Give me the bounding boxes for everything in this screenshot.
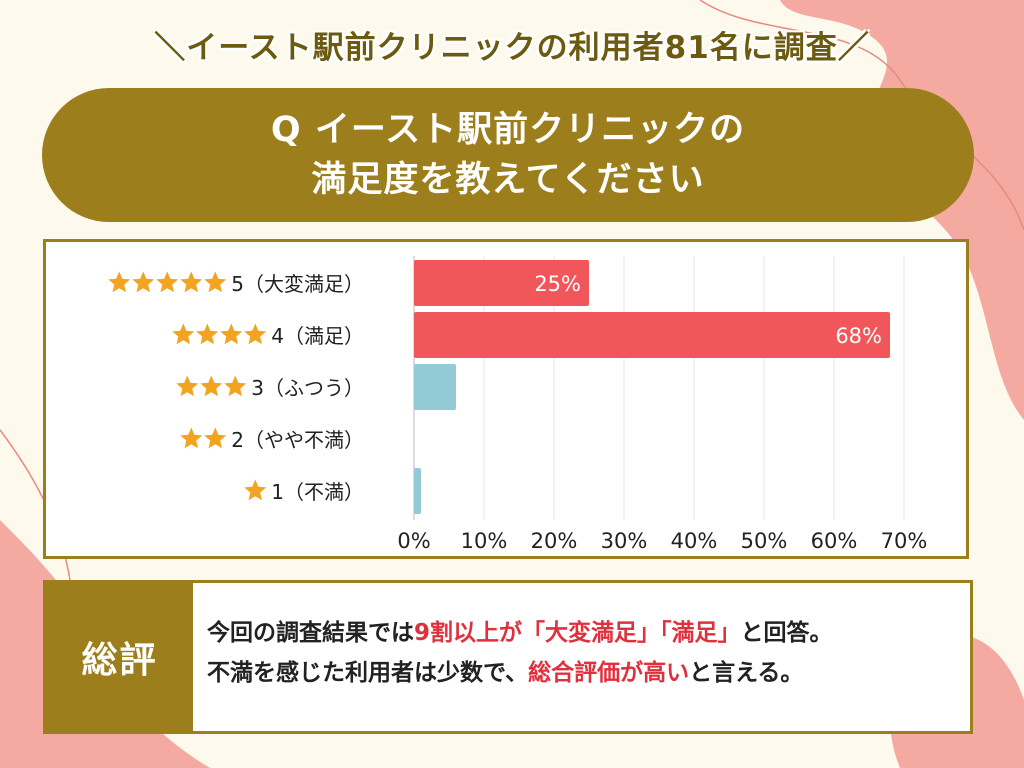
category-label: 2（やや不満） <box>231 428 364 452</box>
x-tick-label: 60% <box>811 529 858 553</box>
star-icon <box>108 271 131 293</box>
bar-data-label: 25% <box>534 272 581 296</box>
summary-line-1-segment-1: 今回の調査結果では <box>207 620 414 646</box>
x-tick-label: 10% <box>461 529 508 553</box>
summary-line-2-segment-2: 総合評価が高い <box>528 660 690 686</box>
category-label: 4（満足） <box>271 324 364 348</box>
star-icon <box>220 323 243 345</box>
survey-headline: ＼イースト駅前クリニックの利用者81名に調査／ <box>154 30 870 66</box>
star-icon <box>180 271 203 293</box>
star-icon <box>132 271 155 293</box>
star-icon <box>176 375 199 397</box>
summary-label: 総評 <box>46 583 193 731</box>
x-tick-label: 70% <box>881 529 928 553</box>
bar-chart: 0% 10% 20% 30% 40% 50% 60% 70% 25% 5（大変満足） 68% 4（満足… <box>43 239 969 559</box>
category-label: 3（ふつう） <box>251 376 364 400</box>
question-line-2: 満足度を教えてください <box>311 160 705 200</box>
star-icon <box>244 323 267 345</box>
star-icon <box>156 271 179 293</box>
bar <box>414 260 589 306</box>
x-tick-label: 50% <box>741 529 788 553</box>
question-banner: Q イースト駅前クリニックの 満足度を教えてください <box>42 88 974 222</box>
x-tick-label: 30% <box>601 529 648 553</box>
star-icon <box>204 427 227 449</box>
star-icon <box>196 323 219 345</box>
summary-text: 今回の調査結果では9割以上が「大変満足」「満足」と回答。 不満を感じた利用者は少… <box>193 583 970 731</box>
x-tick-label: 40% <box>671 529 718 553</box>
category-label: 1（不満） <box>271 480 364 504</box>
bar <box>414 364 456 410</box>
star-icon <box>244 479 267 501</box>
star-icon <box>172 323 195 345</box>
star-icon <box>224 375 247 397</box>
question-line-1: Q イースト駅前クリニックの <box>270 110 746 150</box>
x-tick-label: 20% <box>531 529 578 553</box>
summary-line-1-segment-2: 9割以上が「大変満足」「満足」 <box>414 620 741 646</box>
star-icon <box>204 271 227 293</box>
x-tick-label: 0% <box>397 529 430 553</box>
bar <box>414 312 890 358</box>
summary-line-2-segment-1: 不満を感じた利用者は少数で、 <box>207 660 529 686</box>
summary-line-1: 今回の調査結果では9割以上が「大変満足」「満足」と回答。 <box>207 613 970 653</box>
summary-line-2-segment-3: と言える。 <box>689 660 804 686</box>
star-icon <box>200 375 223 397</box>
summary-panel: 総評 今回の調査結果では9割以上が「大変満足」「満足」と回答。 不満を感じた利用… <box>43 580 973 734</box>
summary-line-1-segment-3: と回答。 <box>740 620 833 646</box>
bar-data-label: 68% <box>835 324 882 348</box>
bar <box>414 468 421 514</box>
bar-chart-svg: 0% 10% 20% 30% 40% 50% 60% 70% 25% 5（大変満足） 68% 4（満足… <box>108 256 928 553</box>
star-icon <box>180 427 203 449</box>
summary-line-2: 不満を感じた利用者は少数で、総合評価が高いと言える。 <box>207 653 970 693</box>
category-label: 5（大変満足） <box>231 272 364 296</box>
